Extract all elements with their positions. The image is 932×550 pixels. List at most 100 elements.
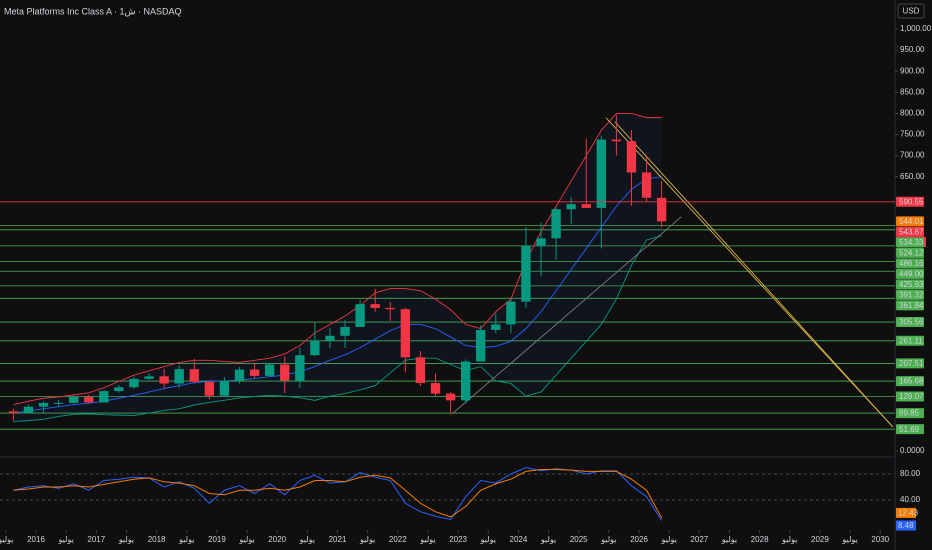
candle-body xyxy=(551,209,561,239)
currency-box[interactable] xyxy=(897,3,925,19)
x-tick-label: 2024 xyxy=(510,535,528,544)
x-tick-label: 2027 xyxy=(690,535,708,544)
candle-body xyxy=(310,340,320,356)
candle-body xyxy=(234,369,245,381)
price-label: 590.55 xyxy=(899,197,924,206)
price-label: 305.56 xyxy=(899,318,924,327)
price-label-box xyxy=(896,391,924,402)
rsi-label: 8.48 xyxy=(898,521,914,530)
candle-body xyxy=(491,324,501,330)
x-tick-label: يوليو xyxy=(238,535,254,544)
price-label: 425.93 xyxy=(899,280,924,289)
x-tick-label: 2018 xyxy=(148,535,166,544)
candle-body xyxy=(476,329,486,362)
candle-body xyxy=(460,361,471,401)
candle-body xyxy=(53,402,64,404)
price-label-box xyxy=(896,358,924,369)
x-tick-label: يوليو xyxy=(721,535,737,544)
y-tick-label: 750.00 xyxy=(900,130,925,139)
x-tick-label: يوليو xyxy=(660,535,676,544)
candle-body xyxy=(129,378,139,388)
rsi-label-box xyxy=(896,520,916,531)
x-tick-label: 2016 xyxy=(27,535,45,544)
candle-body xyxy=(340,326,350,336)
candle-body xyxy=(189,369,199,382)
x-tick-label: يوليو xyxy=(841,535,857,544)
candle-body xyxy=(69,396,79,403)
candle-body xyxy=(325,335,335,341)
chart-title: Meta Platforms Inc Class A · 1ش · NASDAQ xyxy=(4,6,182,16)
candle-body xyxy=(611,139,622,142)
y-tick-label: 80.00 xyxy=(900,469,921,478)
y-tick-label: 900.00 xyxy=(900,66,925,75)
candle-body xyxy=(536,238,546,246)
candle-body xyxy=(144,376,154,379)
candle-body xyxy=(8,411,19,414)
rsi-label-box xyxy=(896,507,916,518)
price-label: 89.85 xyxy=(899,409,920,418)
candle-body xyxy=(370,304,380,308)
price-label-box xyxy=(896,408,924,419)
candle-body xyxy=(430,383,441,394)
candle-body xyxy=(38,402,49,407)
price-label-box xyxy=(896,247,924,258)
candle-body xyxy=(566,204,576,210)
x-tick-label: يوليو xyxy=(57,535,73,544)
band-line xyxy=(13,176,662,414)
price-label: 165.68 xyxy=(899,377,924,386)
price-label-box xyxy=(896,258,924,269)
y-tick-label: 700.00 xyxy=(900,151,925,160)
candle-body xyxy=(415,357,426,384)
candle-body xyxy=(219,380,230,396)
price-label-box xyxy=(896,279,924,290)
candle-body xyxy=(114,387,124,392)
price-label-box xyxy=(896,335,924,346)
price-label-box xyxy=(896,376,924,387)
candle-body xyxy=(280,364,290,381)
price-label-box xyxy=(896,424,924,435)
price-label-box xyxy=(896,300,924,311)
x-tick-label: يوليو xyxy=(480,535,496,544)
y-tick-label: 800.00 xyxy=(900,109,925,118)
price-label-box xyxy=(896,289,924,300)
currency: USD xyxy=(903,7,920,16)
price-label: 129.07 xyxy=(899,392,924,401)
x-tick-label: يوليو xyxy=(600,535,616,544)
price-label: 486.16 xyxy=(899,259,924,268)
x-tick-label: 2019 xyxy=(208,535,226,544)
price-label: 261.11 xyxy=(899,336,923,345)
candle-body xyxy=(23,406,34,414)
candle-body xyxy=(99,391,109,403)
candle-body xyxy=(295,355,305,381)
candle-body xyxy=(445,393,456,401)
x-tick-label: 2028 xyxy=(751,535,769,544)
x-tick-label: 2025 xyxy=(570,535,588,544)
x-tick-label: يوليو xyxy=(781,535,797,544)
price-label: 543.67 xyxy=(899,228,924,237)
price-label: 391.32 xyxy=(899,291,924,300)
candle-body xyxy=(385,307,395,310)
price-label-box xyxy=(896,237,924,248)
x-tick-label: يوليو xyxy=(0,535,14,544)
x-tick-label: 2021 xyxy=(329,535,347,544)
candle-body xyxy=(174,369,184,384)
rsi-label: 12.43 xyxy=(898,509,919,518)
y-tick-label: 40.00 xyxy=(900,495,921,504)
candle-body xyxy=(596,139,607,208)
candle-body xyxy=(355,304,365,327)
candle-body xyxy=(204,381,215,396)
price-label-box xyxy=(896,226,924,237)
price-panel: 1,000.00 950.00 900.00 850.00 800.00 750.00 70… xyxy=(0,24,932,455)
candle-body xyxy=(581,204,591,208)
y-tick-label: 0.0000 xyxy=(900,446,925,455)
x-tick-label: 2022 xyxy=(389,535,407,544)
candle-body xyxy=(641,172,652,198)
candle-body xyxy=(400,309,411,358)
candle-body xyxy=(84,396,94,403)
x-tick-label: يوليو xyxy=(419,535,435,544)
y-tick-label: 650.00 xyxy=(900,172,925,181)
candle-body xyxy=(506,301,516,325)
x-tick-label: 2030 xyxy=(871,535,889,544)
